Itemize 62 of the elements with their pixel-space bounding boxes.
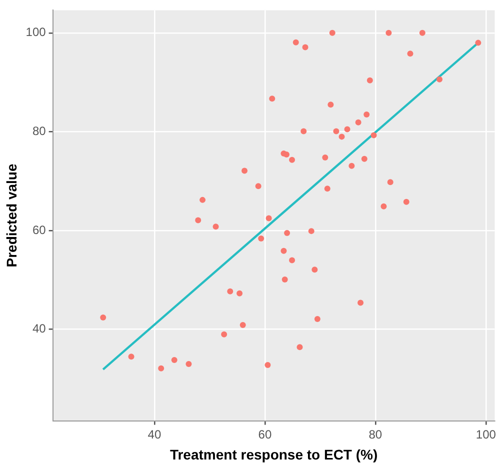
point	[296, 344, 303, 350]
point	[221, 331, 228, 338]
point	[329, 30, 336, 36]
point	[300, 128, 307, 134]
point	[361, 156, 368, 162]
x-tick-label: 100	[476, 427, 496, 442]
y-tick-label: 100	[26, 25, 46, 40]
point	[386, 30, 392, 36]
point	[240, 322, 246, 328]
point	[355, 119, 362, 126]
point	[475, 40, 482, 46]
point	[212, 224, 219, 230]
point	[266, 215, 272, 222]
point	[387, 179, 394, 186]
point	[403, 198, 410, 205]
point	[100, 314, 106, 321]
point	[338, 134, 345, 140]
point	[186, 360, 192, 367]
y-tick-label: 80	[32, 124, 46, 138]
point	[269, 96, 276, 102]
point	[419, 30, 426, 36]
point	[312, 266, 318, 273]
point	[292, 39, 299, 46]
y-tick-label: 40	[32, 322, 46, 336]
point	[366, 77, 373, 84]
point	[358, 300, 364, 306]
point	[302, 44, 308, 50]
point	[314, 316, 320, 322]
point	[322, 154, 328, 160]
point	[380, 203, 387, 210]
point	[128, 354, 134, 360]
point	[258, 235, 264, 242]
point	[324, 186, 330, 192]
point	[200, 196, 206, 203]
point	[195, 217, 202, 224]
point	[333, 128, 340, 134]
point	[284, 230, 290, 236]
point	[289, 257, 296, 264]
x-tick-label: 40	[148, 427, 162, 442]
x-tick-label: 80	[368, 427, 382, 442]
point	[364, 111, 370, 118]
point	[436, 76, 443, 82]
point	[255, 183, 262, 190]
point	[264, 362, 271, 368]
x-tick-label: 60	[258, 427, 272, 442]
point	[348, 162, 355, 169]
point	[171, 357, 178, 364]
y-tick-label: 60	[32, 222, 46, 237]
point	[370, 132, 377, 138]
point	[289, 156, 296, 163]
point	[227, 288, 234, 294]
y-axis-title: Predicted value	[3, 164, 20, 268]
point	[236, 290, 243, 296]
point	[407, 50, 414, 57]
x-axis-title: Treatment response to ECT (%)	[170, 446, 378, 462]
point	[158, 365, 164, 372]
point	[280, 248, 287, 254]
point	[282, 276, 288, 282]
point	[242, 168, 248, 174]
point	[328, 102, 334, 108]
point	[344, 126, 350, 132]
point	[308, 228, 314, 234]
